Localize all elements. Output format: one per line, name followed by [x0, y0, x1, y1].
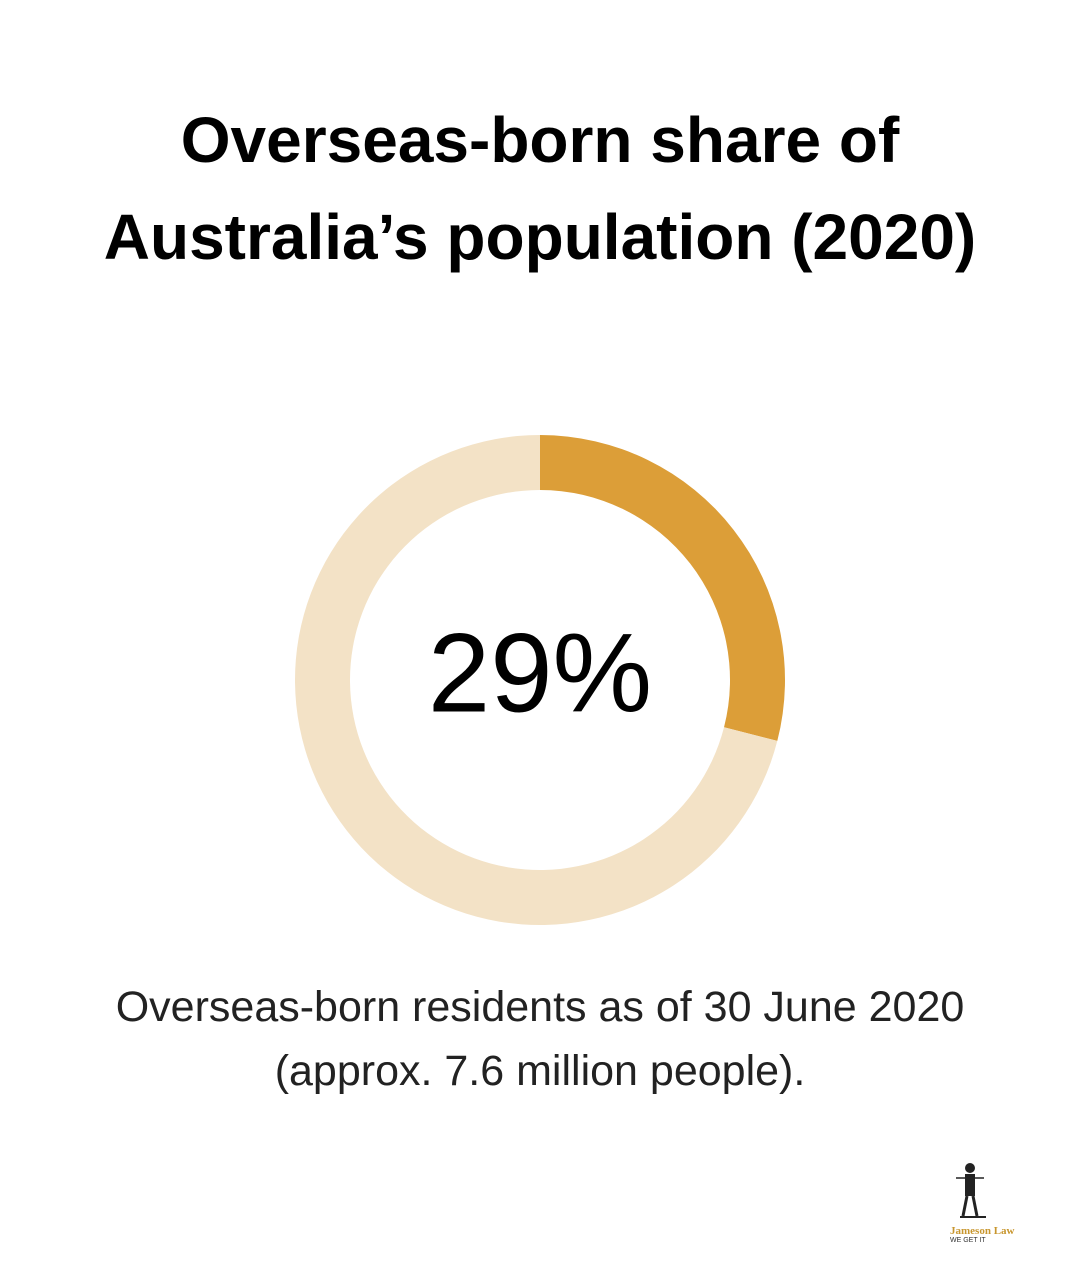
logo-icon — [956, 1163, 986, 1218]
logo-name: Jameson Law — [950, 1225, 1015, 1237]
center-value-label: 29% — [428, 611, 652, 736]
chart: 29% — [294, 435, 785, 925]
caption: Overseas-born residents as of 30 June 20… — [115, 983, 965, 1095]
donut-segment — [540, 435, 785, 741]
logo-tagline: WE GET IT — [950, 1237, 986, 1244]
logo: Jameson Law WE GET IT — [950, 1160, 1040, 1244]
chart-title: Overseas-born share of Australia’s popul… — [103, 104, 977, 273]
